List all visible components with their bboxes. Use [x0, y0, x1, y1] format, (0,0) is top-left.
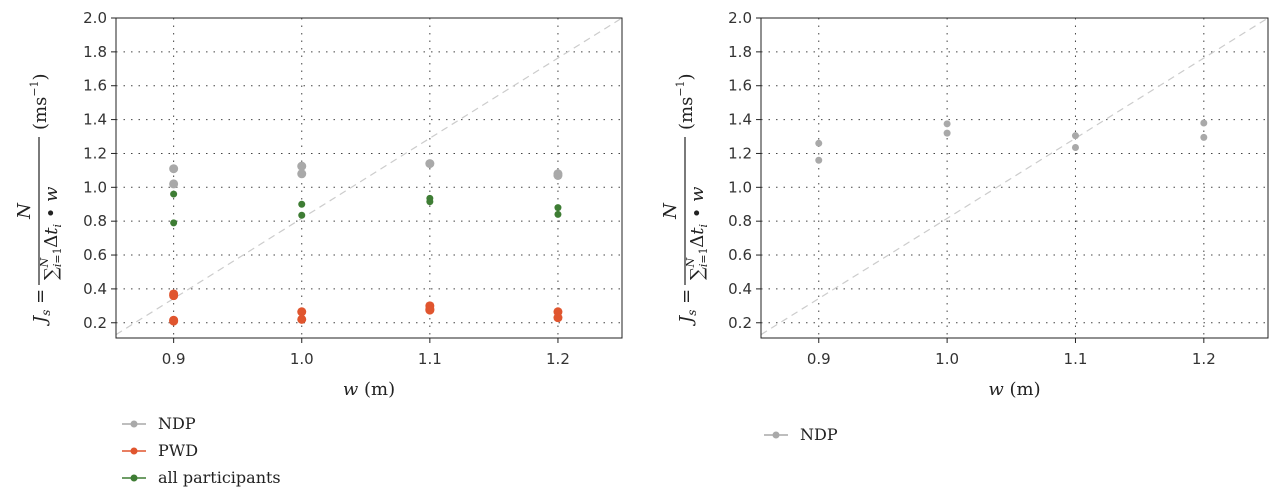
svg-text:N: N: [14, 202, 35, 220]
data-point: [554, 210, 562, 218]
y-tick-label: 1.0: [83, 178, 107, 196]
y-tick-label: 1.0: [728, 178, 752, 196]
x-tick-label: 1.0: [290, 350, 314, 368]
legend-marker: [130, 447, 138, 455]
y-tick-label: 2.0: [83, 9, 107, 27]
data-point: [169, 316, 179, 326]
data-point: [297, 161, 307, 171]
y-tick-label: 1.4: [83, 111, 107, 129]
svg-text:Js =: Js =: [676, 289, 699, 327]
data-point: [1200, 119, 1208, 127]
x-tick-label: 1.1: [1064, 350, 1088, 368]
x-tick-label: 1.0: [935, 350, 959, 368]
series-ndp: [815, 119, 1208, 164]
legend: NDP: [764, 425, 838, 444]
svg-text:∑i=1NΔti • w: ∑i=1NΔti • w: [684, 186, 710, 280]
y-tick-label: 0.8: [83, 212, 107, 230]
y-tick-label: 0.6: [728, 246, 752, 264]
y-tick-label: 2.0: [728, 9, 752, 27]
data-point: [297, 169, 307, 179]
y-tick-label: 0.8: [728, 212, 752, 230]
x-tick-label: 1.1: [418, 350, 442, 368]
legend: NDP PWD all participants: [122, 414, 281, 487]
data-point: [425, 305, 435, 315]
plot-frame: [760, 17, 1269, 339]
legend-label: NDP: [800, 425, 838, 444]
legend-marker: [130, 474, 138, 482]
y-axis-label: Js = N∑i=1NΔti • w (ms−1): [660, 73, 710, 327]
x-tick-label: 0.9: [807, 350, 831, 368]
data-point: [943, 129, 951, 137]
y-tick-label: 1.8: [728, 43, 752, 61]
data-point: [170, 190, 178, 198]
svg-text:Js =: Js =: [30, 289, 53, 327]
svg-text:∑i=1NΔti • w: ∑i=1NΔti • w: [38, 186, 64, 280]
y-tick-label: 1.6: [83, 77, 107, 95]
series-pwd: [169, 289, 563, 326]
svg-text:(ms−1): (ms−1): [28, 73, 51, 130]
data-point: [425, 159, 435, 169]
data-point: [169, 164, 179, 174]
x-axis-label: w (m): [988, 379, 1040, 400]
chart-2: 0.2 0.4 0.6 0.8 1.0 1.2 1.4 1.6 1.8 2.0 0.9 1.0 1.1 1…: [660, 9, 1269, 444]
y-axis-label: Js = N∑i=1NΔti • w (ms−1): [14, 73, 64, 327]
data-point: [815, 156, 823, 164]
data-point: [169, 291, 179, 301]
reference-line: [116, 18, 622, 336]
chart-1: 0.2 0.4 0.6 0.8 1.0 1.2 1.4 1.6 1.8 2.0 0.9 1.0 1.1 1…: [14, 9, 623, 487]
data-point: [553, 170, 563, 180]
x-tick-label: 1.2: [1192, 350, 1216, 368]
data-point: [1071, 144, 1079, 152]
series-ndp: [169, 159, 563, 189]
data-point: [298, 200, 306, 208]
data-point: [553, 313, 563, 323]
reference-line: [761, 18, 1268, 336]
y-tick-label: 0.6: [83, 246, 107, 264]
series-all-participants: [170, 190, 562, 227]
legend-label: NDP: [158, 414, 196, 433]
plot-frame: [115, 17, 623, 339]
y-tick-label: 1.8: [83, 43, 107, 61]
y-tick-label: 0.4: [728, 280, 752, 298]
x-axis-label: w (m): [343, 379, 395, 400]
y-tick-label: 1.4: [728, 111, 752, 129]
legend-label: PWD: [158, 441, 198, 460]
y-tick-label: 1.2: [728, 144, 752, 162]
legend-marker: [772, 431, 780, 439]
y-tick-label: 0.4: [83, 280, 107, 298]
x-tick-label: 0.9: [162, 350, 186, 368]
data-point: [1071, 132, 1079, 140]
y-tick-label: 0.2: [83, 314, 107, 332]
data-point: [170, 219, 178, 227]
data-point: [943, 120, 951, 128]
data-point: [298, 211, 306, 219]
data-point: [815, 139, 823, 147]
legend-label: all participants: [158, 468, 281, 487]
legend-marker: [130, 420, 138, 428]
data-point: [554, 204, 562, 212]
y-tick-label: 1.6: [728, 77, 752, 95]
data-point: [1200, 133, 1208, 141]
data-point: [297, 314, 307, 324]
svg-text:N: N: [660, 202, 681, 220]
svg-text:(ms−1): (ms−1): [674, 73, 697, 130]
data-point: [297, 307, 307, 317]
y-tick-label: 0.2: [728, 314, 752, 332]
y-tick-label: 1.2: [83, 144, 107, 162]
data-point: [169, 179, 179, 189]
x-tick-label: 1.2: [546, 350, 570, 368]
data-point: [426, 198, 434, 206]
